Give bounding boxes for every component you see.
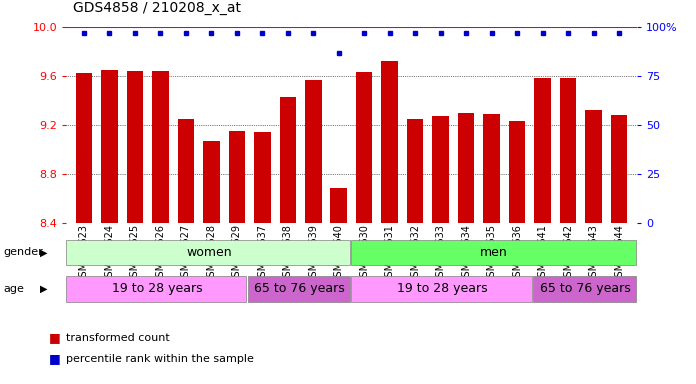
Bar xyxy=(127,71,143,223)
Text: ▶: ▶ xyxy=(40,284,47,294)
Text: percentile rank within the sample: percentile rank within the sample xyxy=(66,354,254,364)
Text: transformed count: transformed count xyxy=(66,333,170,343)
Bar xyxy=(76,73,93,223)
Bar xyxy=(177,119,194,223)
Bar xyxy=(610,115,627,223)
Bar xyxy=(254,132,271,223)
Bar xyxy=(280,97,296,223)
Text: age: age xyxy=(3,284,24,294)
Bar xyxy=(351,276,532,302)
Text: ■: ■ xyxy=(49,331,61,344)
Bar xyxy=(585,110,602,223)
Bar xyxy=(66,276,246,302)
Text: gender: gender xyxy=(3,247,43,258)
Bar xyxy=(560,78,576,223)
Text: GDS4858 / 210208_x_at: GDS4858 / 210208_x_at xyxy=(73,2,241,15)
Bar xyxy=(203,141,220,223)
Bar xyxy=(432,116,449,223)
Text: ▶: ▶ xyxy=(40,247,47,258)
Bar xyxy=(356,72,372,223)
Text: men: men xyxy=(480,246,508,259)
Bar xyxy=(152,71,168,223)
Text: 65 to 76 years: 65 to 76 years xyxy=(254,283,345,295)
Bar xyxy=(509,121,525,223)
Bar xyxy=(533,276,635,302)
Text: 19 to 28 years: 19 to 28 years xyxy=(397,283,488,295)
Bar xyxy=(228,131,245,223)
Bar xyxy=(407,119,423,223)
Bar xyxy=(483,114,500,223)
Bar xyxy=(535,78,551,223)
Text: women: women xyxy=(186,246,232,259)
Bar xyxy=(458,113,475,223)
Text: ■: ■ xyxy=(49,353,61,366)
Bar xyxy=(331,189,347,223)
Bar xyxy=(351,240,635,265)
Text: 65 to 76 years: 65 to 76 years xyxy=(539,283,631,295)
Bar xyxy=(305,79,322,223)
Text: 19 to 28 years: 19 to 28 years xyxy=(111,283,203,295)
Bar xyxy=(66,240,350,265)
Bar xyxy=(381,61,398,223)
Bar xyxy=(101,70,118,223)
Bar xyxy=(248,276,350,302)
